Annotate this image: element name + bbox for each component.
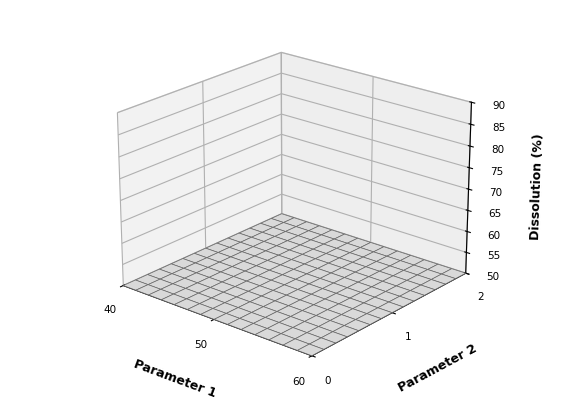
- Y-axis label: Parameter 2: Parameter 2: [396, 342, 479, 394]
- X-axis label: Parameter 1: Parameter 1: [133, 357, 218, 400]
